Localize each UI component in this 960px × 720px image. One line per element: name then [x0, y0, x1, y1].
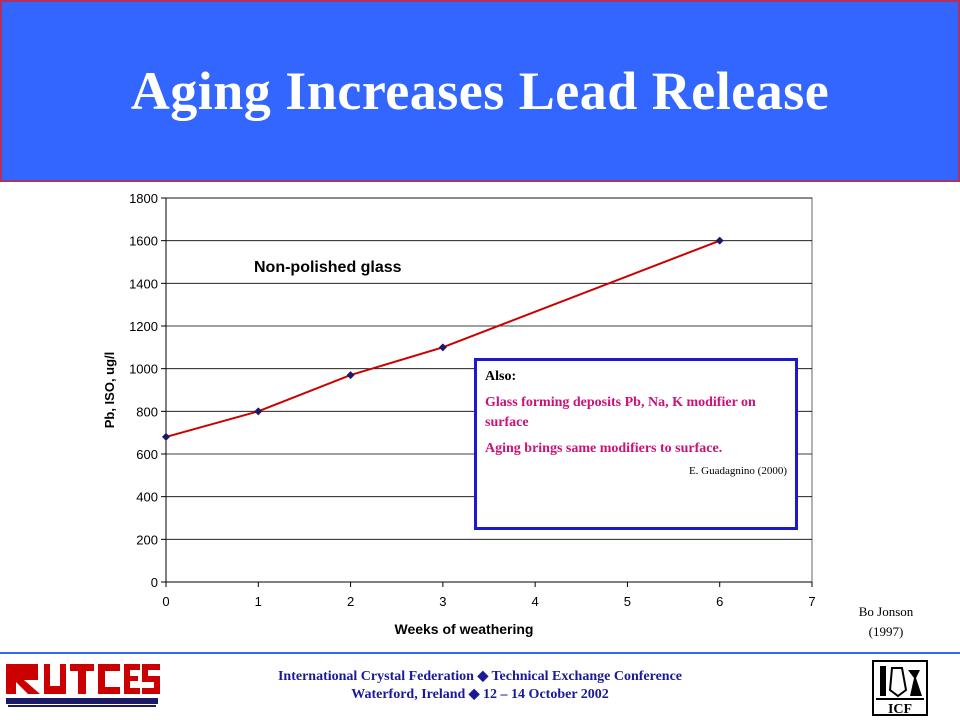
y-tick-label: 0: [151, 575, 158, 590]
x-tick-label: 4: [532, 594, 539, 609]
also-line-2: Aging brings same modifiers to surface.: [485, 441, 723, 456]
also-note-box: Also: Glass forming deposits Pb, Na, K m…: [474, 358, 798, 530]
y-tick-label: 1600: [129, 234, 158, 249]
rutgers-logo-icon: [4, 660, 160, 710]
data-point: [162, 432, 170, 441]
footer-line-2: Waterford, Ireland ◆ 12 – 14 October 200…: [351, 687, 609, 702]
also-citation: E. Guadagnino (2000): [688, 465, 787, 477]
x-tick-label: 2: [347, 594, 354, 609]
footer-line-1: International Crystal Federation ◆ Techn…: [277, 669, 683, 684]
y-tick-label: 1400: [129, 276, 158, 291]
credit-author: Bo Jonson: [858, 604, 914, 619]
x-axis-label: Weeks of weathering: [394, 621, 533, 637]
credit-year: (1997): [868, 624, 904, 639]
data-point: [254, 407, 263, 416]
slide-title: Aging Increases Lead Release: [130, 61, 830, 121]
y-tick-label: 1000: [129, 362, 158, 377]
x-tick-label: 0: [162, 594, 169, 609]
source-credit: Bo Jonson (1997): [836, 602, 936, 642]
x-tick-label: 5: [624, 594, 631, 609]
x-tick-label: 6: [716, 594, 723, 609]
footer-rule: [0, 652, 960, 654]
y-tick-label: 1200: [129, 319, 158, 334]
y-axis-label: Pb, ISO, ug/l: [102, 352, 117, 429]
data-point: [346, 371, 355, 380]
series-annotation: Non-polished glass: [254, 259, 402, 276]
x-tick-label: 7: [808, 594, 815, 609]
also-heading: Also:: [485, 369, 517, 384]
icf-logo-text: ICF: [888, 702, 912, 716]
title-bar: Aging Increases Lead Release: [0, 0, 960, 182]
x-tick-label: 3: [439, 594, 446, 609]
also-line-1: Glass forming deposits Pb, Na, K modifie…: [485, 395, 756, 430]
y-tick-label: 600: [136, 447, 158, 462]
data-point: [438, 343, 447, 352]
y-tick-label: 200: [136, 532, 158, 547]
footer: International Crystal Federation ◆ Techn…: [200, 668, 760, 704]
data-point: [715, 236, 724, 245]
y-tick-label: 800: [136, 404, 158, 419]
y-tick-label: 400: [136, 490, 158, 505]
y-tick-label: 1800: [129, 191, 158, 206]
icf-logo-icon: ICF: [872, 660, 928, 716]
x-tick-label: 1: [255, 594, 262, 609]
